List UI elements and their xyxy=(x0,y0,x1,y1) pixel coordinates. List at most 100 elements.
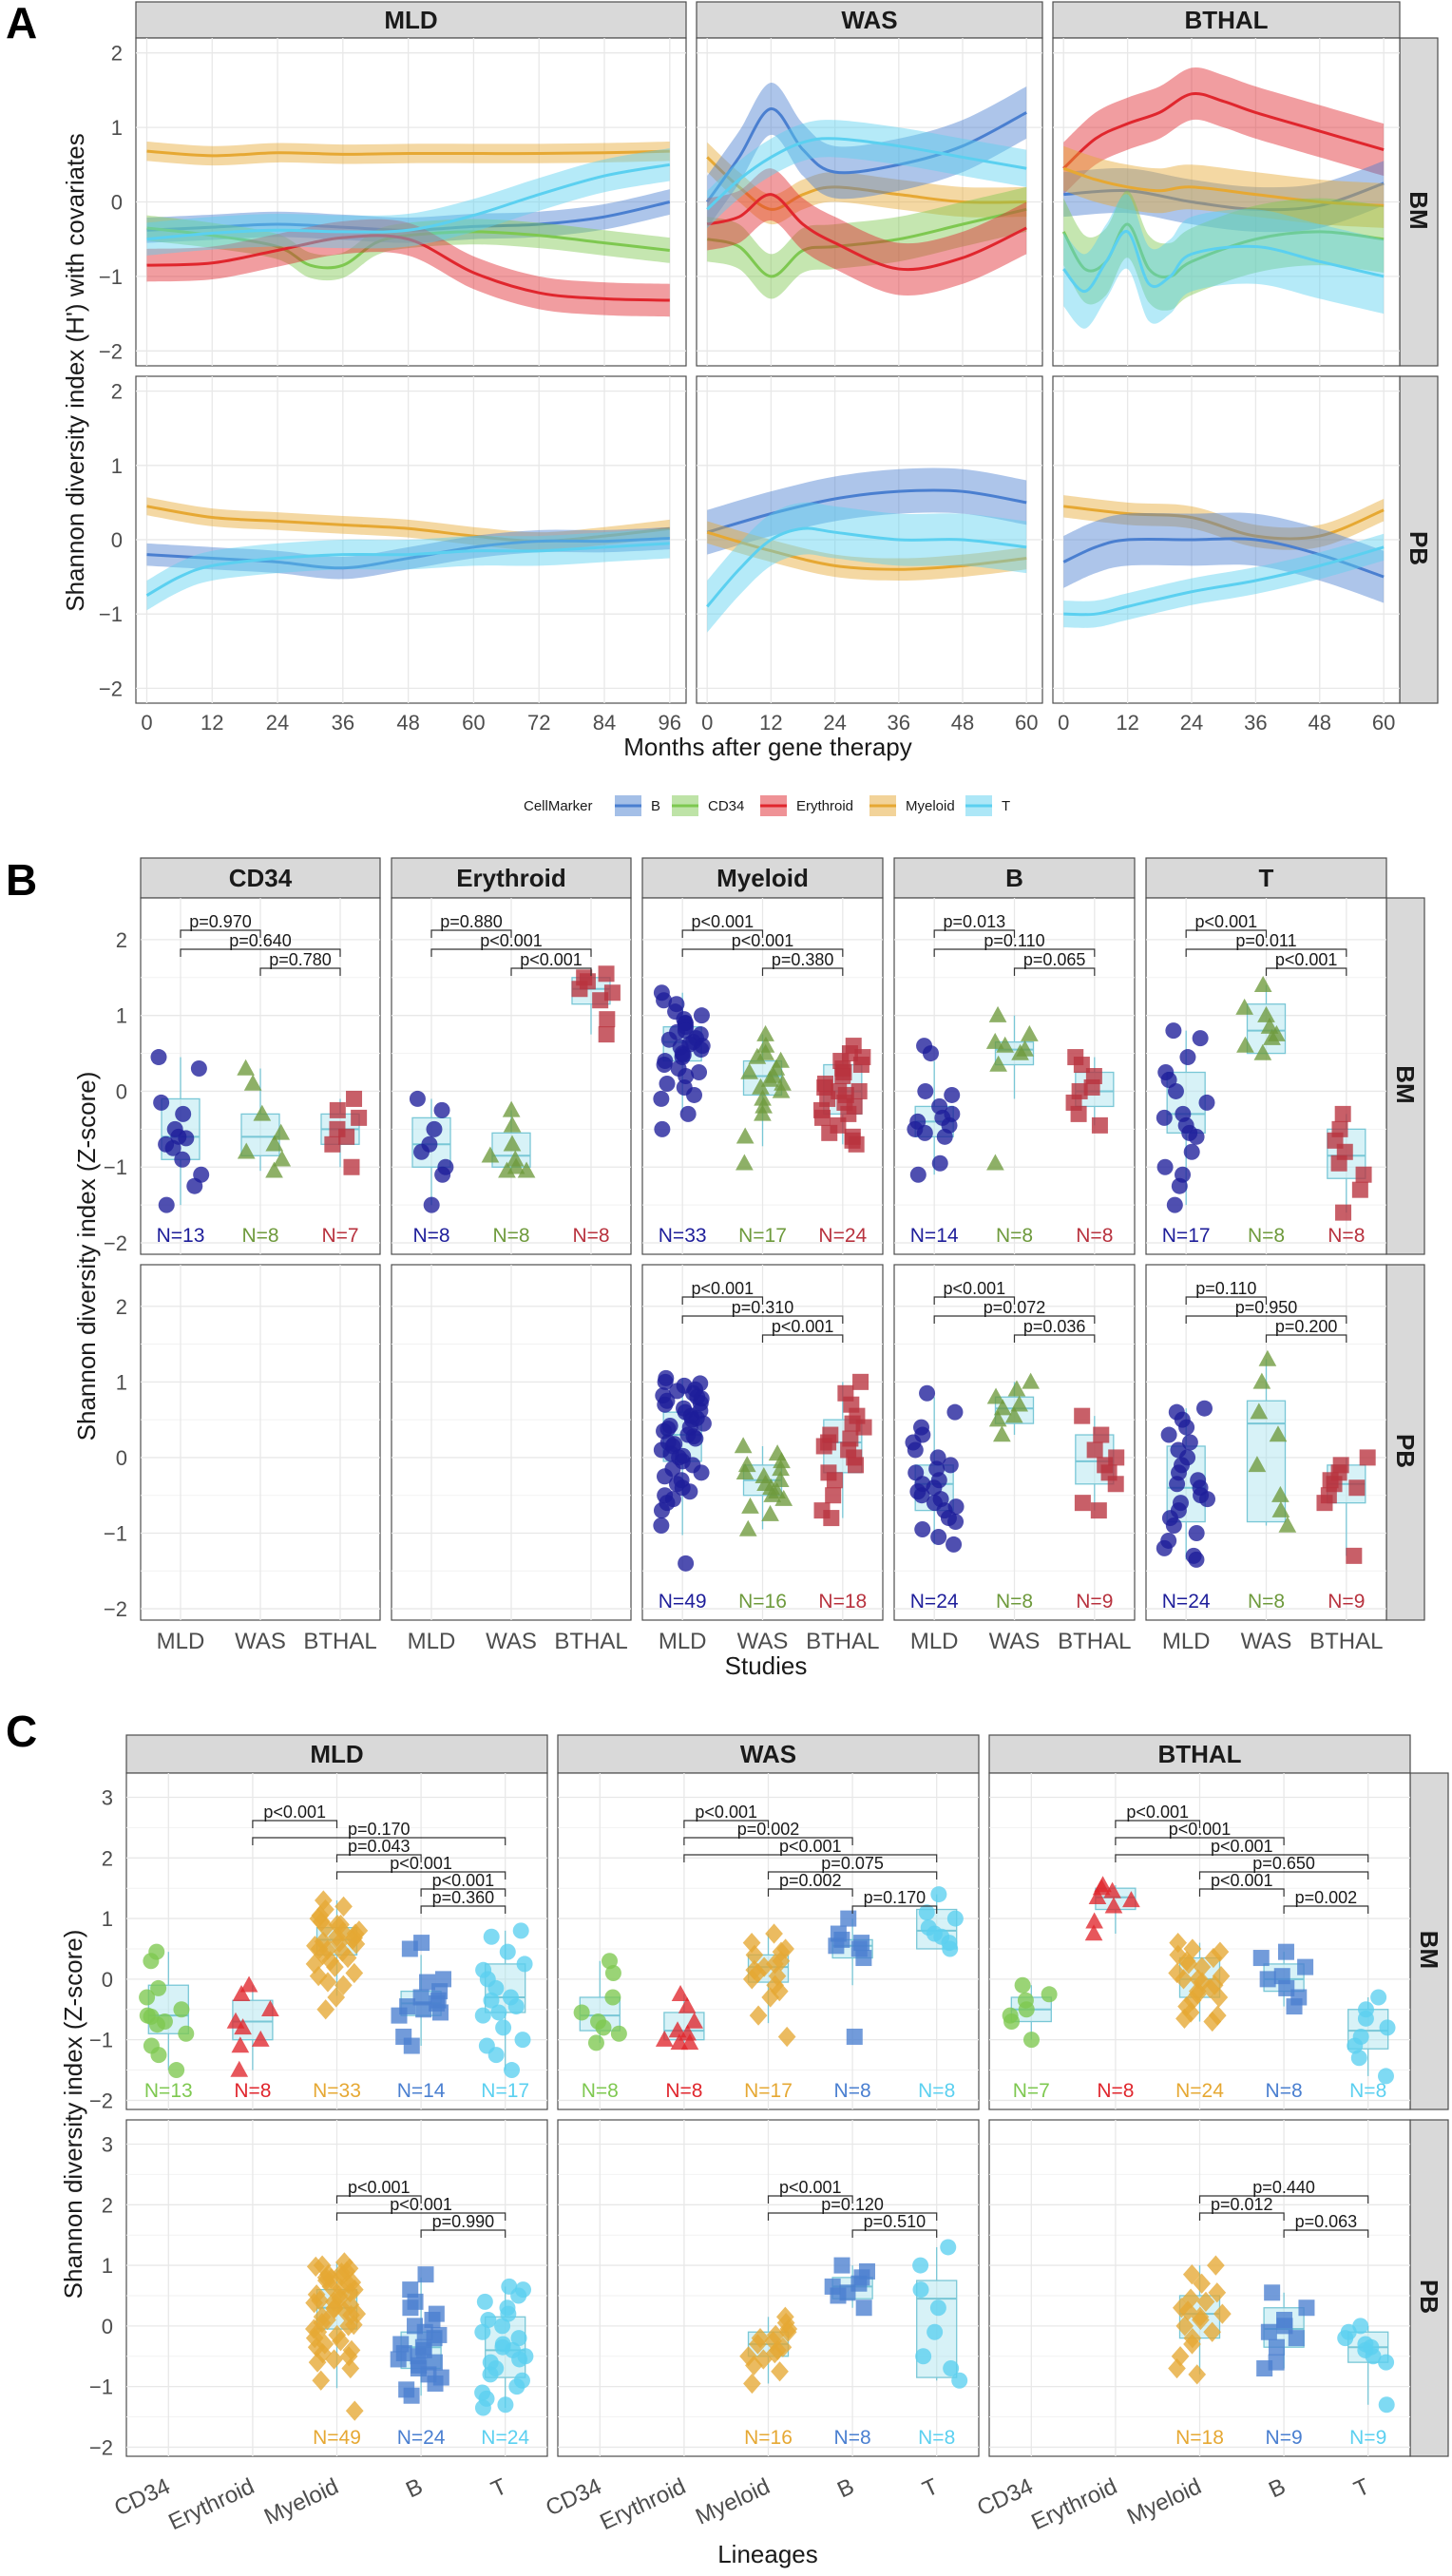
data-point xyxy=(754,1104,772,1121)
data-point xyxy=(334,1975,353,1995)
data-point xyxy=(679,1105,697,1122)
data-point xyxy=(1010,1395,1028,1412)
data-point xyxy=(678,1555,695,1572)
band-CD34 xyxy=(146,215,670,281)
p-bracket xyxy=(430,948,592,957)
facet-label: MLD xyxy=(310,1740,363,1768)
y-tick-label: −2 xyxy=(89,2089,113,2112)
data-point xyxy=(175,1105,192,1122)
p-bracket xyxy=(335,2195,422,2204)
data-point xyxy=(833,2257,850,2274)
x-tick-label: 36 xyxy=(1244,711,1267,735)
data-point xyxy=(308,2352,327,2373)
data-point xyxy=(1346,1547,1363,1564)
data-point xyxy=(431,2004,449,2021)
data-point xyxy=(773,1452,791,1469)
p-bracket xyxy=(1185,948,1347,957)
x-tick-label: 36 xyxy=(332,711,354,735)
p-bracket xyxy=(683,1820,770,1828)
facet-c-WAS-BM: N=8 N=8 N=17 N=8 N=8p<0.001p=0.002p<0.001p=0… xyxy=(557,1772,980,2110)
y-tick-label: −2 xyxy=(89,2435,113,2459)
data-point xyxy=(848,1135,865,1153)
p-value-label: p=0.043 xyxy=(348,1837,411,1856)
x-axis-title: Studies xyxy=(725,1651,808,1680)
x-tick-label: B xyxy=(833,2473,858,2503)
data-point xyxy=(412,1989,430,2006)
data-point xyxy=(671,1985,690,2002)
data-point xyxy=(1278,1516,1297,1533)
data-point xyxy=(1355,1166,1372,1183)
data-point xyxy=(823,1510,840,1527)
y-tick-label: 2 xyxy=(102,2193,113,2217)
data-point xyxy=(909,1166,927,1183)
data-point xyxy=(325,2349,343,2370)
data-point xyxy=(942,1940,959,1957)
data-point xyxy=(598,1026,615,1043)
line-Erythroid xyxy=(1062,91,1385,170)
data-point xyxy=(346,1090,363,1107)
x-tick-label: WAS xyxy=(989,1629,1041,1654)
n-label: N=24 xyxy=(1175,2080,1224,2102)
data-point xyxy=(1022,2032,1040,2049)
y-tick-label: −1 xyxy=(99,602,123,626)
data-point xyxy=(401,1940,418,1957)
legend-label: Myeloid xyxy=(906,798,955,814)
p-value-label: p<0.001 xyxy=(520,950,583,969)
n-label: N=16 xyxy=(744,2427,793,2449)
data-point xyxy=(1269,1425,1288,1442)
n-label: N=13 xyxy=(144,2080,193,2102)
p-bracket xyxy=(767,1871,938,1880)
p-value-label: p=0.170 xyxy=(864,1888,927,1907)
legend-label: B xyxy=(651,798,660,814)
p-bracket xyxy=(1198,2212,1285,2221)
data-point xyxy=(332,2331,350,2352)
data-point xyxy=(756,1024,774,1041)
facet-strip xyxy=(988,1734,1411,1774)
data-point xyxy=(1370,1989,1387,2006)
legend: CellMarker B CD34 Erythroid Myeloid T xyxy=(524,795,1010,816)
data-point xyxy=(1273,1968,1290,1985)
data-point xyxy=(815,1438,832,1455)
data-point xyxy=(761,1504,779,1521)
n-label: N=7 xyxy=(321,1225,358,1247)
data-point xyxy=(930,1886,947,1903)
band-T xyxy=(146,148,670,256)
data-point xyxy=(734,1437,753,1454)
y-axis-title: Shannon diversity index (Z-score) xyxy=(59,1930,87,2299)
data-point xyxy=(239,1975,258,1993)
data-point xyxy=(1337,2330,1354,2347)
n-label: N=9 xyxy=(1076,1591,1113,1612)
data-point xyxy=(986,1154,1004,1171)
data-point xyxy=(150,2047,167,2064)
data-point xyxy=(653,1090,670,1107)
n-label: N=17 xyxy=(738,1225,787,1247)
data-point xyxy=(158,1196,175,1213)
facet-strip xyxy=(140,857,381,899)
p-value-label: p=0.002 xyxy=(1295,1888,1358,1907)
n-label: N=8 xyxy=(1349,2080,1386,2102)
p-bracket xyxy=(252,1837,506,1845)
data-point xyxy=(139,1989,156,2006)
data-point xyxy=(946,1403,964,1421)
n-label: N=8 xyxy=(918,2427,955,2449)
data-point xyxy=(756,1036,775,1053)
data-point xyxy=(778,2321,797,2342)
n-label: N=16 xyxy=(738,1591,787,1612)
x-tick-label: 60 xyxy=(1015,711,1038,735)
data-point xyxy=(506,1150,525,1167)
data-point xyxy=(168,2062,185,2079)
data-point xyxy=(1177,1995,1195,2017)
data-point xyxy=(503,1135,522,1152)
data-point xyxy=(848,1457,865,1474)
data-point xyxy=(595,2019,612,2036)
data-point xyxy=(1260,2323,1277,2340)
p-value-label: p=0.950 xyxy=(1235,1298,1298,1317)
p-bracket xyxy=(933,948,1096,957)
facet-label: WAS xyxy=(841,6,897,34)
data-point xyxy=(334,1896,353,1917)
data-point xyxy=(914,1521,931,1538)
data-point xyxy=(601,1953,618,1970)
